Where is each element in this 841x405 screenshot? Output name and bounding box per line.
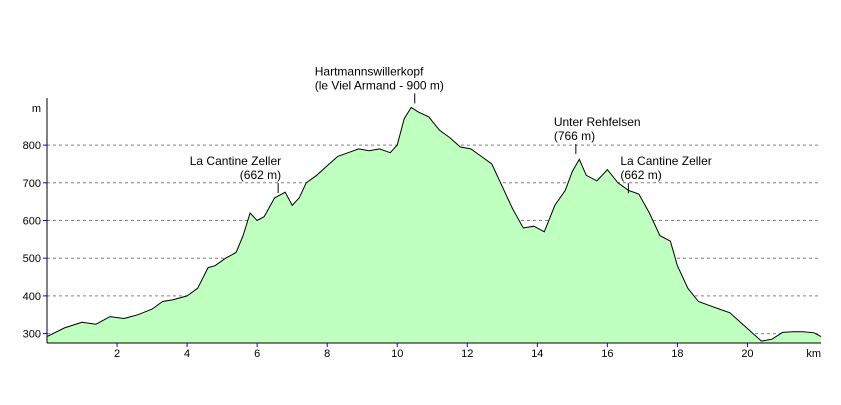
x-tick-label: 12	[461, 348, 473, 360]
y-axis-tick-labels: 300 400 500 600 700 800	[23, 140, 47, 341]
annotation-text: Hartmannswillerkopf	[315, 64, 424, 78]
annotation-text: (662 m)	[620, 168, 661, 182]
x-tick-label: 4	[184, 348, 190, 360]
x-tick-label: 14	[531, 348, 543, 360]
y-tick-label: 800	[23, 140, 41, 152]
annotation-text: (766 m)	[554, 129, 595, 143]
annotations: La Cantine Zeller(662 m)Hartmannswillerk…	[190, 64, 712, 194]
annotation-text: (le Viel Armand - 900 m)	[315, 78, 444, 92]
x-tick-label: 20	[741, 348, 753, 360]
annotation-text: La Cantine Zeller	[620, 154, 711, 168]
y-tick-label: 600	[23, 216, 41, 228]
annotation-2: Unter Rehfelsen(766 m)	[554, 115, 641, 154]
x-tick-label: 2	[114, 348, 120, 360]
x-axis-label: km	[806, 348, 821, 360]
x-tick-label: 10	[391, 348, 403, 360]
x-tick-label: 18	[671, 348, 683, 360]
y-tick-label: 500	[23, 253, 41, 265]
x-tick-label: 16	[601, 348, 613, 360]
annotation-text: Unter Rehfelsen	[554, 115, 641, 129]
y-tick-label: 400	[23, 291, 41, 303]
y-tick-label: 700	[23, 178, 41, 190]
annotation-1: Hartmannswillerkopf(le Viel Armand - 900…	[315, 64, 444, 104]
elevation-area-fill	[47, 107, 821, 344]
annotation-0: La Cantine Zeller(662 m)	[190, 154, 281, 194]
x-axis-tick-labels: 2 4 6 8 10 12 14 16 18 20	[114, 343, 754, 360]
y-axis-label: m	[32, 103, 41, 115]
annotation-3: La Cantine Zeller(662 m)	[620, 154, 712, 194]
elevation-profile-line	[46, 106, 822, 342]
annotation-text: (662 m)	[240, 168, 281, 182]
x-tick-label: 8	[324, 348, 330, 360]
y-tick-label: 300	[23, 329, 41, 341]
x-tick-label: 6	[254, 348, 260, 360]
annotation-text: La Cantine Zeller	[190, 154, 281, 168]
